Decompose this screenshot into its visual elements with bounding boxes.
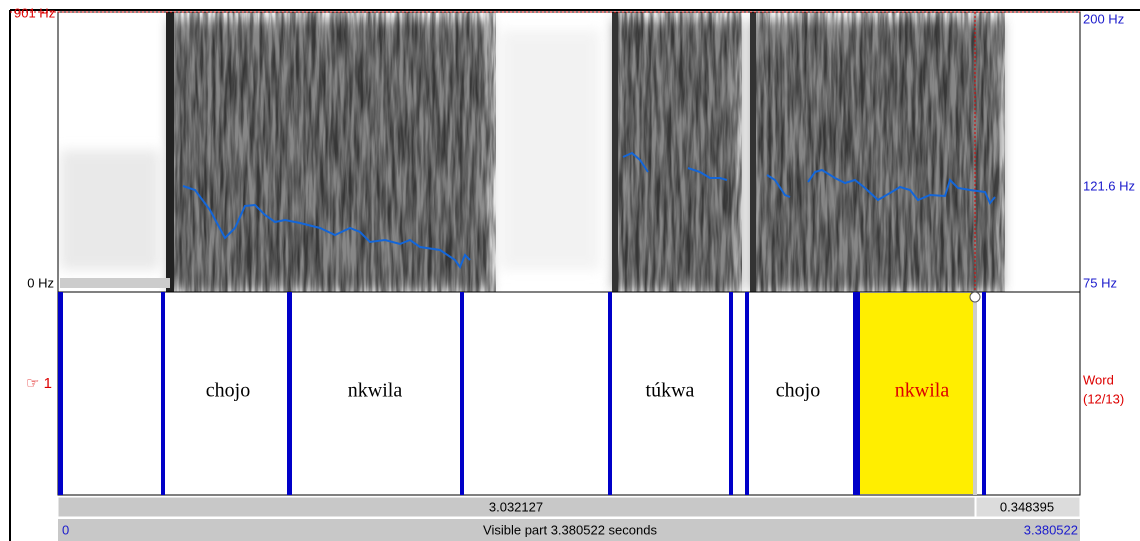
selected-interval[interactable] [860,293,975,494]
interval-label-selected[interactable]: nkwila [895,380,950,402]
pitch-mid-label: 121.6 Hz [1083,178,1135,193]
cursor-handle[interactable] [969,291,981,303]
tier-name: Word [1083,372,1114,387]
pitch-top-label: 200 Hz [1083,11,1124,26]
pitch-contour [182,151,996,270]
visible-bar[interactable] [58,519,1080,541]
pitch-bottom-label: 75 Hz [1083,275,1117,290]
interval-boundaries [58,292,986,495]
tier-count: (12/13) [1083,391,1124,406]
freq-top-label: 901 Hz [14,5,55,20]
visible-end: 3.380522 [1024,522,1078,537]
spectrogram [58,12,1080,292]
freq-bottom-label: 0 Hz [27,275,54,290]
visible-duration: Visible part 3.380522 seconds [483,522,657,537]
remaining-duration: 0.348395 [1000,499,1054,514]
interval-label[interactable]: chojo [206,380,250,402]
visible-start: 0 [62,522,69,537]
interval-label[interactable]: túkwa [646,380,695,402]
remaining-bar[interactable] [975,496,1081,518]
selection-duration: 3.032127 [489,499,543,514]
selection-bar[interactable] [57,496,976,518]
interval-label[interactable]: chojo [776,380,820,402]
cursor-bar [973,296,977,495]
tier-number[interactable]: ☞ 1 [26,375,52,392]
interval-label[interactable]: nkwila [348,380,403,402]
